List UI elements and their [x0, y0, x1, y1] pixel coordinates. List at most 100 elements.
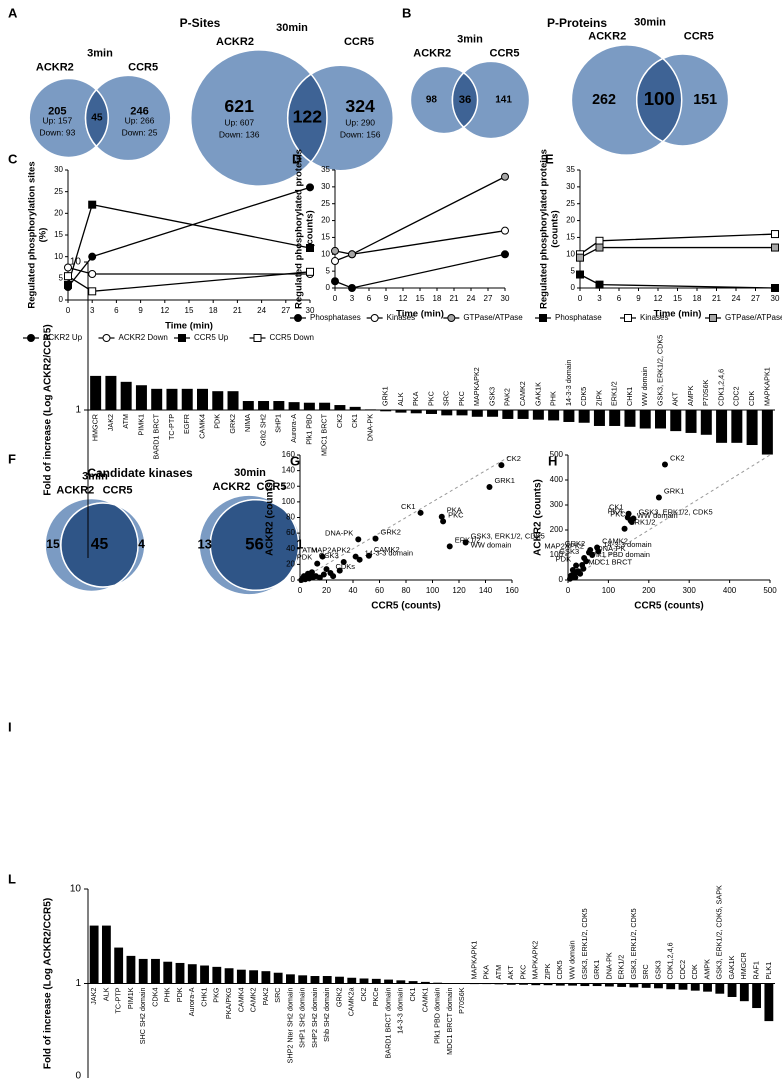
y-tick-label: 60: [286, 528, 295, 537]
x-tick-label: 6: [617, 294, 622, 303]
venn-overlap: [60, 502, 139, 588]
y-tick-label: 400: [550, 475, 564, 484]
x-tick-label: 60: [375, 586, 384, 595]
bar: [395, 410, 407, 413]
point: [314, 560, 321, 567]
chart-title: Candidate kinases: [87, 466, 193, 480]
legend-marker: [27, 334, 35, 342]
legend-marker: [178, 334, 186, 342]
y-tick-label: 0: [291, 575, 296, 584]
bar: [654, 983, 663, 989]
y-tick-label: 5: [59, 273, 64, 282]
category-label: BARD1 BRCT domain: [383, 988, 392, 1059]
bar: [761, 410, 773, 455]
category-label: DNA-PK: [604, 952, 613, 979]
venn-left-name: ACKR2: [588, 31, 626, 43]
x-tick-label: 6: [114, 306, 119, 315]
y-axis-label: (%): [38, 228, 49, 243]
x-tick-label: 3: [597, 294, 602, 303]
panel-label: G: [290, 453, 300, 468]
legend-label: Phosphatase: [555, 313, 602, 322]
bar: [678, 983, 688, 990]
venn-time: 30min: [234, 467, 266, 479]
series-marker: [501, 172, 509, 181]
y-tick-label: 20: [286, 559, 295, 568]
point-label: MDC1 BRCT: [588, 558, 632, 567]
x-tick-label: 500: [763, 586, 777, 595]
venn-overlap-count: 56: [245, 534, 264, 553]
x-tick-label: 300: [683, 586, 697, 595]
legend-marker: [253, 334, 262, 342]
venn-detail: Up: 266: [125, 116, 155, 126]
point: [323, 566, 330, 573]
bar: [349, 406, 361, 410]
point-label: CK1: [401, 502, 416, 511]
category-label: RAF1: [752, 961, 761, 979]
x-tick-label: 21: [450, 294, 459, 303]
bar: [655, 410, 666, 429]
panel-label: I: [8, 719, 12, 734]
bar: [555, 983, 565, 986]
y-tick-label: 1: [75, 978, 81, 989]
category-label: SHC SH2 domain: [138, 988, 147, 1045]
x-tick-label: 20: [322, 586, 331, 595]
y-tick-label: 500: [550, 450, 564, 459]
category-label: AKT: [506, 965, 515, 980]
category-label: PKA: [411, 391, 420, 406]
category-label: AMPK: [702, 959, 711, 980]
series-marker: [88, 252, 97, 261]
bar: [310, 976, 320, 984]
y-tick-label: 0: [75, 1071, 81, 1082]
category-label: PLK1: [764, 962, 773, 980]
series-marker: [576, 270, 584, 279]
bar: [604, 983, 614, 987]
y-tick-label: 100: [550, 550, 564, 559]
bar: [506, 983, 516, 985]
category-label: BARD1 BRCT: [152, 413, 161, 459]
bar: [456, 410, 468, 416]
point-label: Plk1 PBD domain: [591, 550, 650, 559]
x-tick-label: 140: [479, 586, 493, 595]
bar: [175, 962, 185, 984]
y-tick-label: 120: [282, 481, 296, 490]
category-label: 14-3-3 domain: [396, 988, 405, 1034]
category-label: ZIPK: [594, 390, 603, 406]
category-label: CDK5: [555, 960, 564, 979]
category-label: GSK3: [487, 387, 496, 406]
category-label: PKC: [426, 391, 435, 406]
series-marker: [595, 243, 604, 252]
bar: [593, 410, 605, 426]
venn-detail: Up: 607: [224, 118, 254, 128]
category-label: JAK2: [89, 988, 98, 1005]
venn-overlap: [286, 73, 328, 163]
x-tick-label: 21: [233, 306, 242, 315]
x-axis-label: Time (min): [654, 309, 702, 320]
y-tick-label: 1: [75, 405, 81, 416]
x-tick-label: 9: [384, 294, 389, 303]
venn-right-name: CCR5: [344, 36, 374, 48]
venn-right-name: CCR5: [103, 484, 133, 496]
legend-marker: [624, 314, 632, 322]
x-tick-label: 0: [66, 306, 71, 315]
bar: [685, 410, 697, 433]
series-marker: [64, 263, 72, 272]
point-label: DNA-PK: [325, 528, 353, 537]
x-tick-label: 160: [505, 586, 519, 595]
bar: [617, 983, 627, 987]
bar: [482, 983, 492, 985]
legend-marker: [709, 314, 717, 322]
x-tick-label: 6: [367, 294, 372, 303]
point-label: GSK3: [559, 547, 579, 556]
venn-overlap: [209, 498, 300, 592]
x-tick-label: 0: [298, 586, 303, 595]
series-marker: [348, 250, 356, 259]
category-label: GRK1: [381, 386, 390, 406]
point-label: GRK2: [381, 528, 401, 537]
bar: [273, 401, 285, 410]
x-axis-label: Time (min): [165, 321, 213, 332]
chart-title: P-Sites: [180, 16, 221, 30]
y-tick-label: 0: [59, 295, 64, 304]
bar: [494, 983, 504, 985]
bar: [347, 977, 357, 984]
venn-right-name: CCR5: [128, 61, 158, 73]
